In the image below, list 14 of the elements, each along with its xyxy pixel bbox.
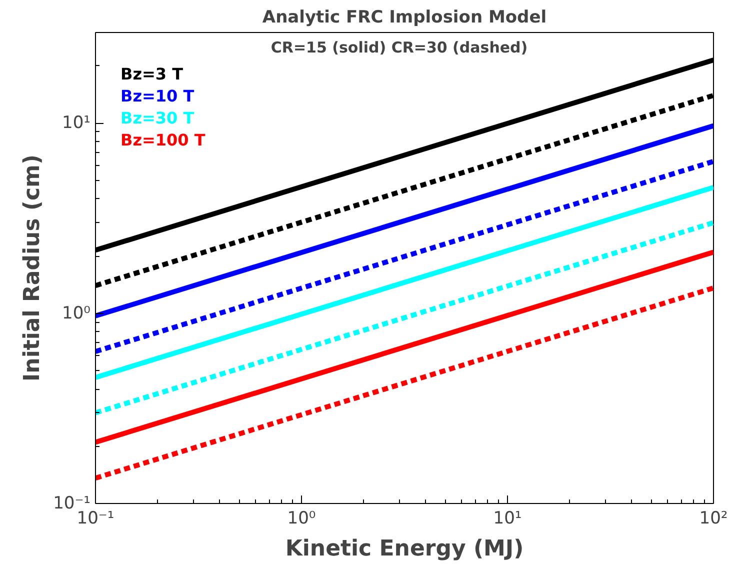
annotation: CR=15 (solid) CR=30 (dashed) xyxy=(270,38,528,56)
x-tick-label: 10² xyxy=(699,508,728,528)
chart-title: Analytic FRC Implosion Model xyxy=(262,8,547,28)
x-tick-label: 10⁰ xyxy=(287,508,316,528)
x-tick-label: 10⁻¹ xyxy=(76,508,114,528)
x-tick-label: 10¹ xyxy=(493,508,522,528)
y-tick-label: 10⁰ xyxy=(62,303,91,324)
text: Bz=30 T xyxy=(120,108,194,128)
y-tick-label: 10¹ xyxy=(62,113,91,134)
x-axis-title: Kinetic Energy (MJ) xyxy=(285,536,524,562)
text: Bz=100 T xyxy=(120,130,206,150)
y-axis-title: Initial Radius (cm) xyxy=(20,154,46,382)
text: Bz=3 T xyxy=(120,64,184,84)
text: Bz=10 T xyxy=(120,86,194,106)
